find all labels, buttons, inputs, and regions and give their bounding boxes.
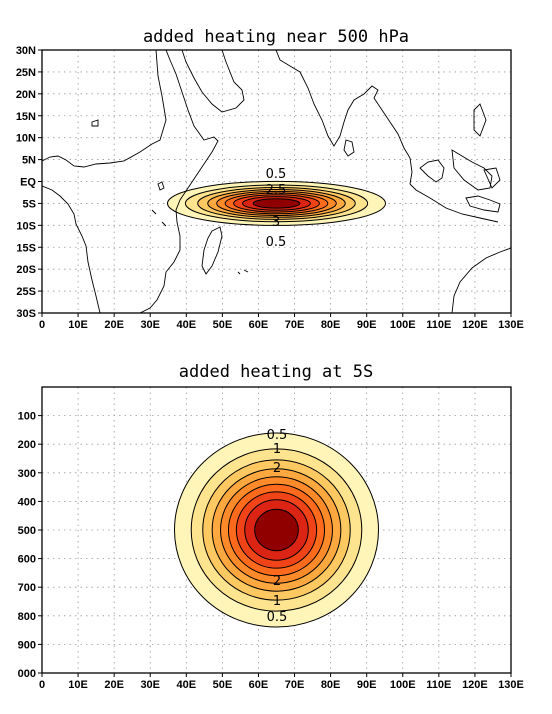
y-tick-label: 10S	[16, 220, 36, 232]
y-tick-label: 400	[18, 496, 36, 508]
x-tick-label: 70E	[285, 679, 305, 691]
map-x-ticks: 0 10E 20E 30E 40E 50E 60E 70E 80E 90E 100E 110E 120E…	[39, 313, 524, 331]
section-x-ticks: 0 10E 20E 30E 40E 50E 60E 70E 80E 90E 100E 110E 120E…	[39, 673, 524, 691]
x-tick-label: 50E	[213, 679, 233, 691]
map-y-ticks: 30N 25N 20N 15N 10N 5N EQ 5S 10S 15S 20S 25S 30S	[16, 45, 42, 320]
x-tick-label: 100E	[390, 319, 416, 331]
contour-label: 0.5	[267, 610, 288, 625]
y-tick-label: 700	[18, 582, 36, 594]
contour-label: 1	[273, 594, 281, 609]
x-tick-label: 110E	[426, 319, 451, 331]
x-tick-label: 130E	[498, 319, 524, 331]
contour-label: 2.5	[266, 183, 287, 198]
australia-coastline	[452, 248, 511, 313]
x-tick-label: 10E	[68, 319, 88, 331]
x-tick-label: 10E	[68, 679, 88, 691]
x-tick-label: 60E	[249, 679, 269, 691]
arabia-coastline	[182, 50, 244, 112]
y-tick-label: 900	[18, 639, 36, 651]
madagascar-coastline	[202, 227, 222, 274]
x-tick-label: 70E	[285, 319, 305, 331]
x-tick-label: 80E	[321, 679, 341, 691]
contour-label: 1	[273, 442, 281, 457]
contour-label: 0.5	[266, 235, 287, 250]
india-coastline	[276, 50, 412, 184]
x-tick-label: 120E	[462, 319, 488, 331]
y-tick-label: 30S	[16, 308, 36, 320]
x-tick-label: 90E	[357, 319, 377, 331]
contour-label: 3	[272, 215, 280, 230]
map-panel: added heating near 500 hPa 0.52.530.5 01…	[16, 27, 524, 331]
x-tick-label: 120E	[462, 679, 488, 691]
y-tick-label: 20S	[16, 264, 36, 276]
x-tick-label: 20E	[104, 679, 124, 691]
y-tick-label: 10N	[16, 133, 36, 145]
y-tick-label: 25S	[16, 286, 36, 298]
x-tick-label: 30E	[140, 679, 160, 691]
y-tick-label: 500	[18, 525, 36, 537]
y-tick-label: 300	[18, 468, 36, 480]
contour-label: 0.5	[266, 167, 287, 182]
y-tick-label: 5S	[23, 198, 36, 210]
x-tick-label: 20E	[104, 319, 124, 331]
y-tick-label: 15S	[16, 242, 36, 254]
y-tick-label: 15N	[16, 111, 36, 123]
x-tick-label: 50E	[213, 319, 233, 331]
island-mauritius	[238, 270, 248, 274]
contour-label: 2	[273, 461, 281, 476]
x-tick-label: 40E	[177, 679, 197, 691]
y-tick-label: 100	[18, 411, 36, 423]
x-tick-label: 0	[39, 679, 45, 691]
map-title: added heating near 500 hPa	[143, 27, 409, 47]
y-tick-label: 20N	[16, 89, 36, 101]
y-tick-label: 000	[18, 668, 36, 680]
y-tick-label: 800	[18, 611, 36, 623]
section-y-ticks: 100 200 300 400 500 600 700 800 900 000	[18, 411, 42, 680]
x-tick-label: 130E	[498, 679, 524, 691]
sri-lanka-coastline	[344, 140, 354, 156]
y-tick-label: 30N	[16, 45, 36, 57]
x-tick-label: 100E	[390, 679, 416, 691]
y-tick-label: 25N	[16, 67, 36, 79]
section-title: added heating at 5S	[179, 362, 373, 382]
contour-label: 2	[273, 574, 281, 589]
x-tick-label: 30E	[140, 319, 160, 331]
se-asia-coastline	[410, 104, 500, 222]
island-somaliland	[92, 120, 98, 126]
x-tick-label: 90E	[357, 679, 377, 691]
islands-socotra	[152, 182, 166, 226]
x-tick-label: 60E	[249, 319, 269, 331]
x-tick-label: 40E	[177, 319, 197, 331]
x-tick-label: 0	[39, 319, 45, 331]
y-tick-label: 200	[18, 439, 36, 451]
x-tick-label: 80E	[321, 319, 341, 331]
y-tick-label: EQ	[20, 177, 36, 189]
y-tick-label: 600	[18, 554, 36, 566]
contour-label: 0.5	[267, 428, 288, 443]
y-tick-label: 5N	[22, 155, 36, 167]
x-tick-label: 110E	[426, 679, 451, 691]
